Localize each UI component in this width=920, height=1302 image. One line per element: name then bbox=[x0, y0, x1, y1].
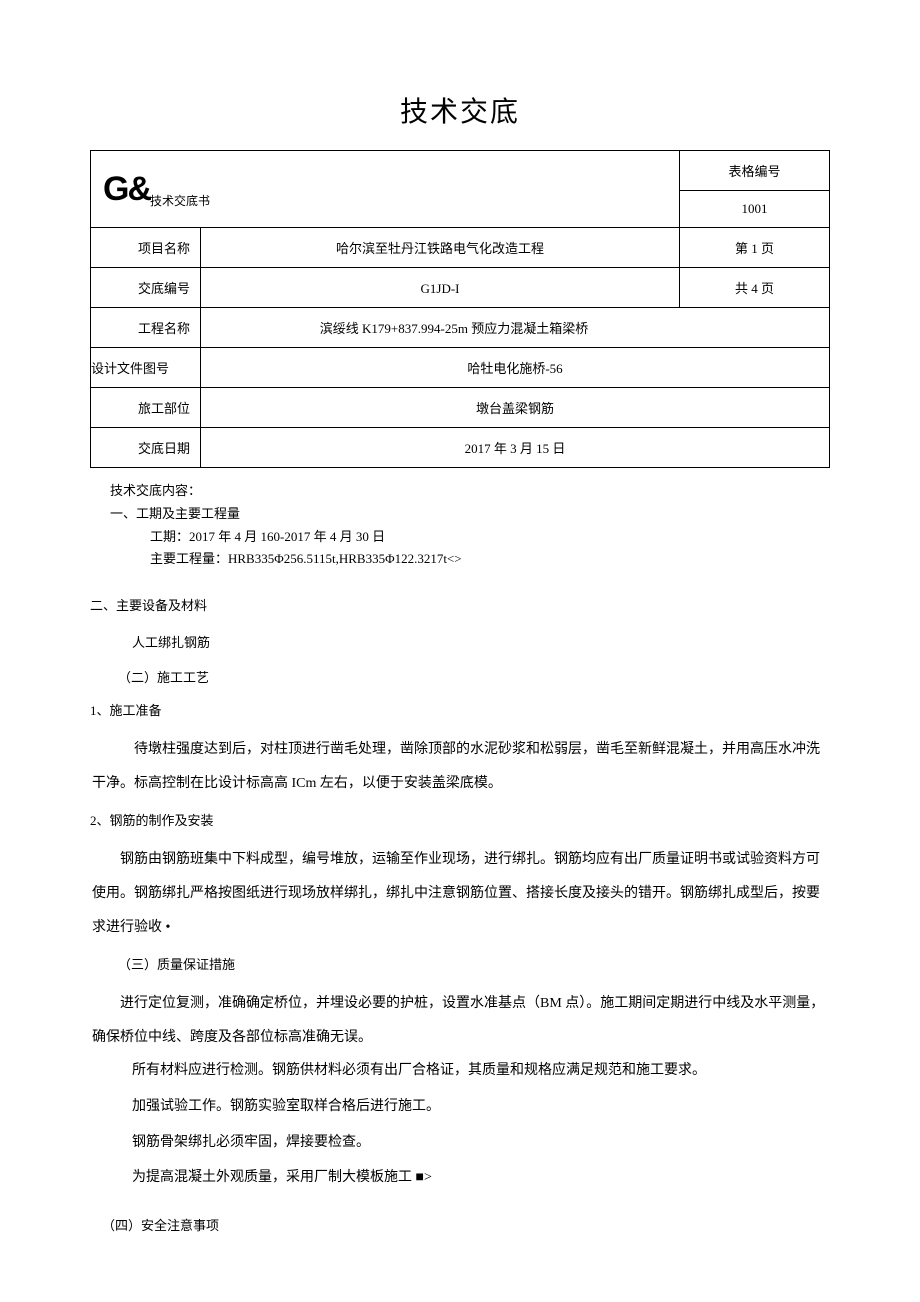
item-1-title: 1、施工准备 bbox=[90, 700, 830, 719]
project-name-value: 哈尔滨至牡丹江铁路电气化改造工程 bbox=[201, 228, 680, 268]
disclosure-date-label: 交底日期 bbox=[91, 428, 201, 468]
table-row: 交底日期 2017 年 3 月 15 日 bbox=[91, 428, 830, 468]
process-header: （二）施工工艺 bbox=[90, 667, 830, 686]
engineering-name-value: 滨绥线 K179+837.994-25m 预应力混凝土箱梁桥 bbox=[201, 308, 830, 348]
logo-subtitle: 技术交底书 bbox=[150, 194, 210, 208]
table-row: 交底编号 G1JD-I 共 4 页 bbox=[91, 268, 830, 308]
quantity-text: 主要工程量：HRB335Φ256.5115t,HRB335Φ122.3217t<… bbox=[110, 549, 810, 570]
construction-part-label: 旅工部位 bbox=[91, 388, 201, 428]
section-2-title: 二、主要设备及材料 bbox=[90, 595, 830, 614]
logo-cell: G&技术交底书 bbox=[91, 151, 680, 228]
quality-2: 所有材料应进行检测。钢筋供材料必须有出厂合格证，其质量和规格应满足规范和施工要求… bbox=[90, 1054, 830, 1088]
quality-5: 为提高混凝土外观质量，采用厂制大模板施工 ■> bbox=[90, 1161, 830, 1195]
page-current: 第 1 页 bbox=[680, 228, 830, 268]
table-row: 项目名称 哈尔滨至牡丹江铁路电气化改造工程 第 1 页 bbox=[91, 228, 830, 268]
quality-3: 加强试验工作。钢筋实验室取样合格后进行施工。 bbox=[90, 1090, 830, 1124]
design-doc-label: 设计文件图号 bbox=[91, 348, 201, 388]
disclosure-number-label: 交底编号 bbox=[91, 268, 201, 308]
quality-1: 进行定位复测，准确确定桥位，并埋设必要的护桩，设置水准基点（BM 点）。施工期间… bbox=[90, 987, 830, 1054]
item-2-title: 2、钢筋的制作及安装 bbox=[90, 810, 830, 829]
info-table: G&技术交底书 表格编号 1001 项目名称 哈尔滨至牡丹江铁路电气化改造工程 … bbox=[90, 150, 830, 468]
safety-header: （四）安全注意事项 bbox=[90, 1215, 830, 1234]
construction-part-value: 墩台盖梁钢筋 bbox=[201, 388, 830, 428]
page-total: 共 4 页 bbox=[680, 268, 830, 308]
section-1-title: 一、工期及主要工程量 bbox=[110, 504, 810, 525]
item-1-body: 待墩柱强度达到后，对柱顶进行凿毛处理，凿除顶部的水泥砂浆和松弱层，凿毛至新鲜混凝… bbox=[90, 733, 830, 800]
disclosure-date-value: 2017 年 3 月 15 日 bbox=[201, 428, 830, 468]
page-title: 技术交底 bbox=[90, 90, 830, 130]
logo-text: G& bbox=[103, 170, 150, 208]
form-number-value: 1001 bbox=[680, 191, 830, 228]
table-row: 旅工部位 墩台盖梁钢筋 bbox=[91, 388, 830, 428]
table-row: 工程名称 滨绥线 K179+837.994-25m 预应力混凝土箱梁桥 bbox=[91, 308, 830, 348]
duration-text: 工期：2017 年 4 月 160-2017 年 4 月 30 日 bbox=[110, 527, 810, 548]
table-row: G&技术交底书 表格编号 bbox=[91, 151, 830, 191]
content-header: 技术交底内容： bbox=[110, 481, 810, 502]
quality-header: （三）质量保证措施 bbox=[90, 954, 830, 973]
item-2-body: 钢筋由钢筋班集中下料成型，编号堆放，运输至作业现场，进行绑扎。钢筋均应有出厂质量… bbox=[90, 843, 830, 944]
table-row: 设计文件图号 哈牡电化施桥-56 bbox=[91, 348, 830, 388]
disclosure-number-value: G1JD-I bbox=[201, 268, 680, 308]
design-doc-value: 哈牡电化施桥-56 bbox=[201, 348, 830, 388]
equipment-text: 人工绑扎钢筋 bbox=[90, 632, 830, 651]
content-section: 技术交底内容： 一、工期及主要工程量 工期：2017 年 4 月 160-201… bbox=[90, 476, 830, 577]
engineering-name-label: 工程名称 bbox=[91, 308, 201, 348]
quality-4: 钢筋骨架绑扎必须牢固，焊接要检查。 bbox=[90, 1126, 830, 1160]
project-name-label: 项目名称 bbox=[91, 228, 201, 268]
form-number-label: 表格编号 bbox=[680, 151, 830, 191]
